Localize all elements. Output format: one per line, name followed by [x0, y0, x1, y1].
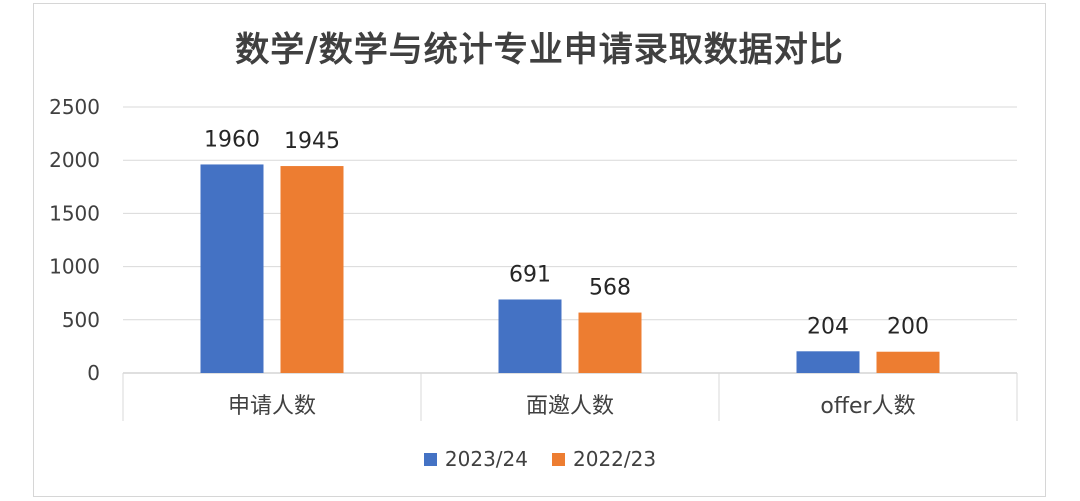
legend-item-series-2: 2022/23 — [552, 447, 656, 471]
y-tick-label: 2000 — [49, 148, 100, 172]
x-tick-label: 申请人数 — [228, 394, 316, 419]
data-label: 691 — [509, 262, 551, 287]
y-tick-label: 2500 — [49, 95, 100, 119]
y-tick-label: 1000 — [49, 255, 100, 279]
bar — [578, 312, 642, 373]
chart-title: 数学/数学与统计专业申请录取数据对比 — [235, 30, 844, 70]
bar — [280, 166, 344, 373]
data-label: 568 — [589, 276, 631, 301]
bar — [498, 299, 562, 373]
bar — [876, 351, 940, 373]
legend-label: 2022/23 — [573, 447, 657, 471]
data-label: 1945 — [284, 129, 340, 154]
data-label: 1960 — [204, 127, 260, 152]
y-tick-label: 0 — [87, 361, 100, 385]
x-tick-label: 面邀人数 — [526, 394, 614, 419]
legend-swatch — [423, 452, 437, 466]
legend-swatch — [552, 452, 565, 466]
bar — [200, 164, 264, 373]
bar — [796, 351, 860, 373]
y-tick-label: 500 — [62, 308, 100, 332]
x-tick-label: offer人数 — [820, 394, 915, 419]
y-tick-label: 1500 — [49, 201, 100, 225]
data-label: 200 — [887, 315, 929, 340]
legend: 2023/24 2022/23 — [0, 447, 1080, 471]
data-label: 204 — [807, 314, 849, 339]
legend-label: 2023/24 — [444, 447, 528, 471]
legend-item-series-1: 2023/24 — [423, 447, 528, 471]
